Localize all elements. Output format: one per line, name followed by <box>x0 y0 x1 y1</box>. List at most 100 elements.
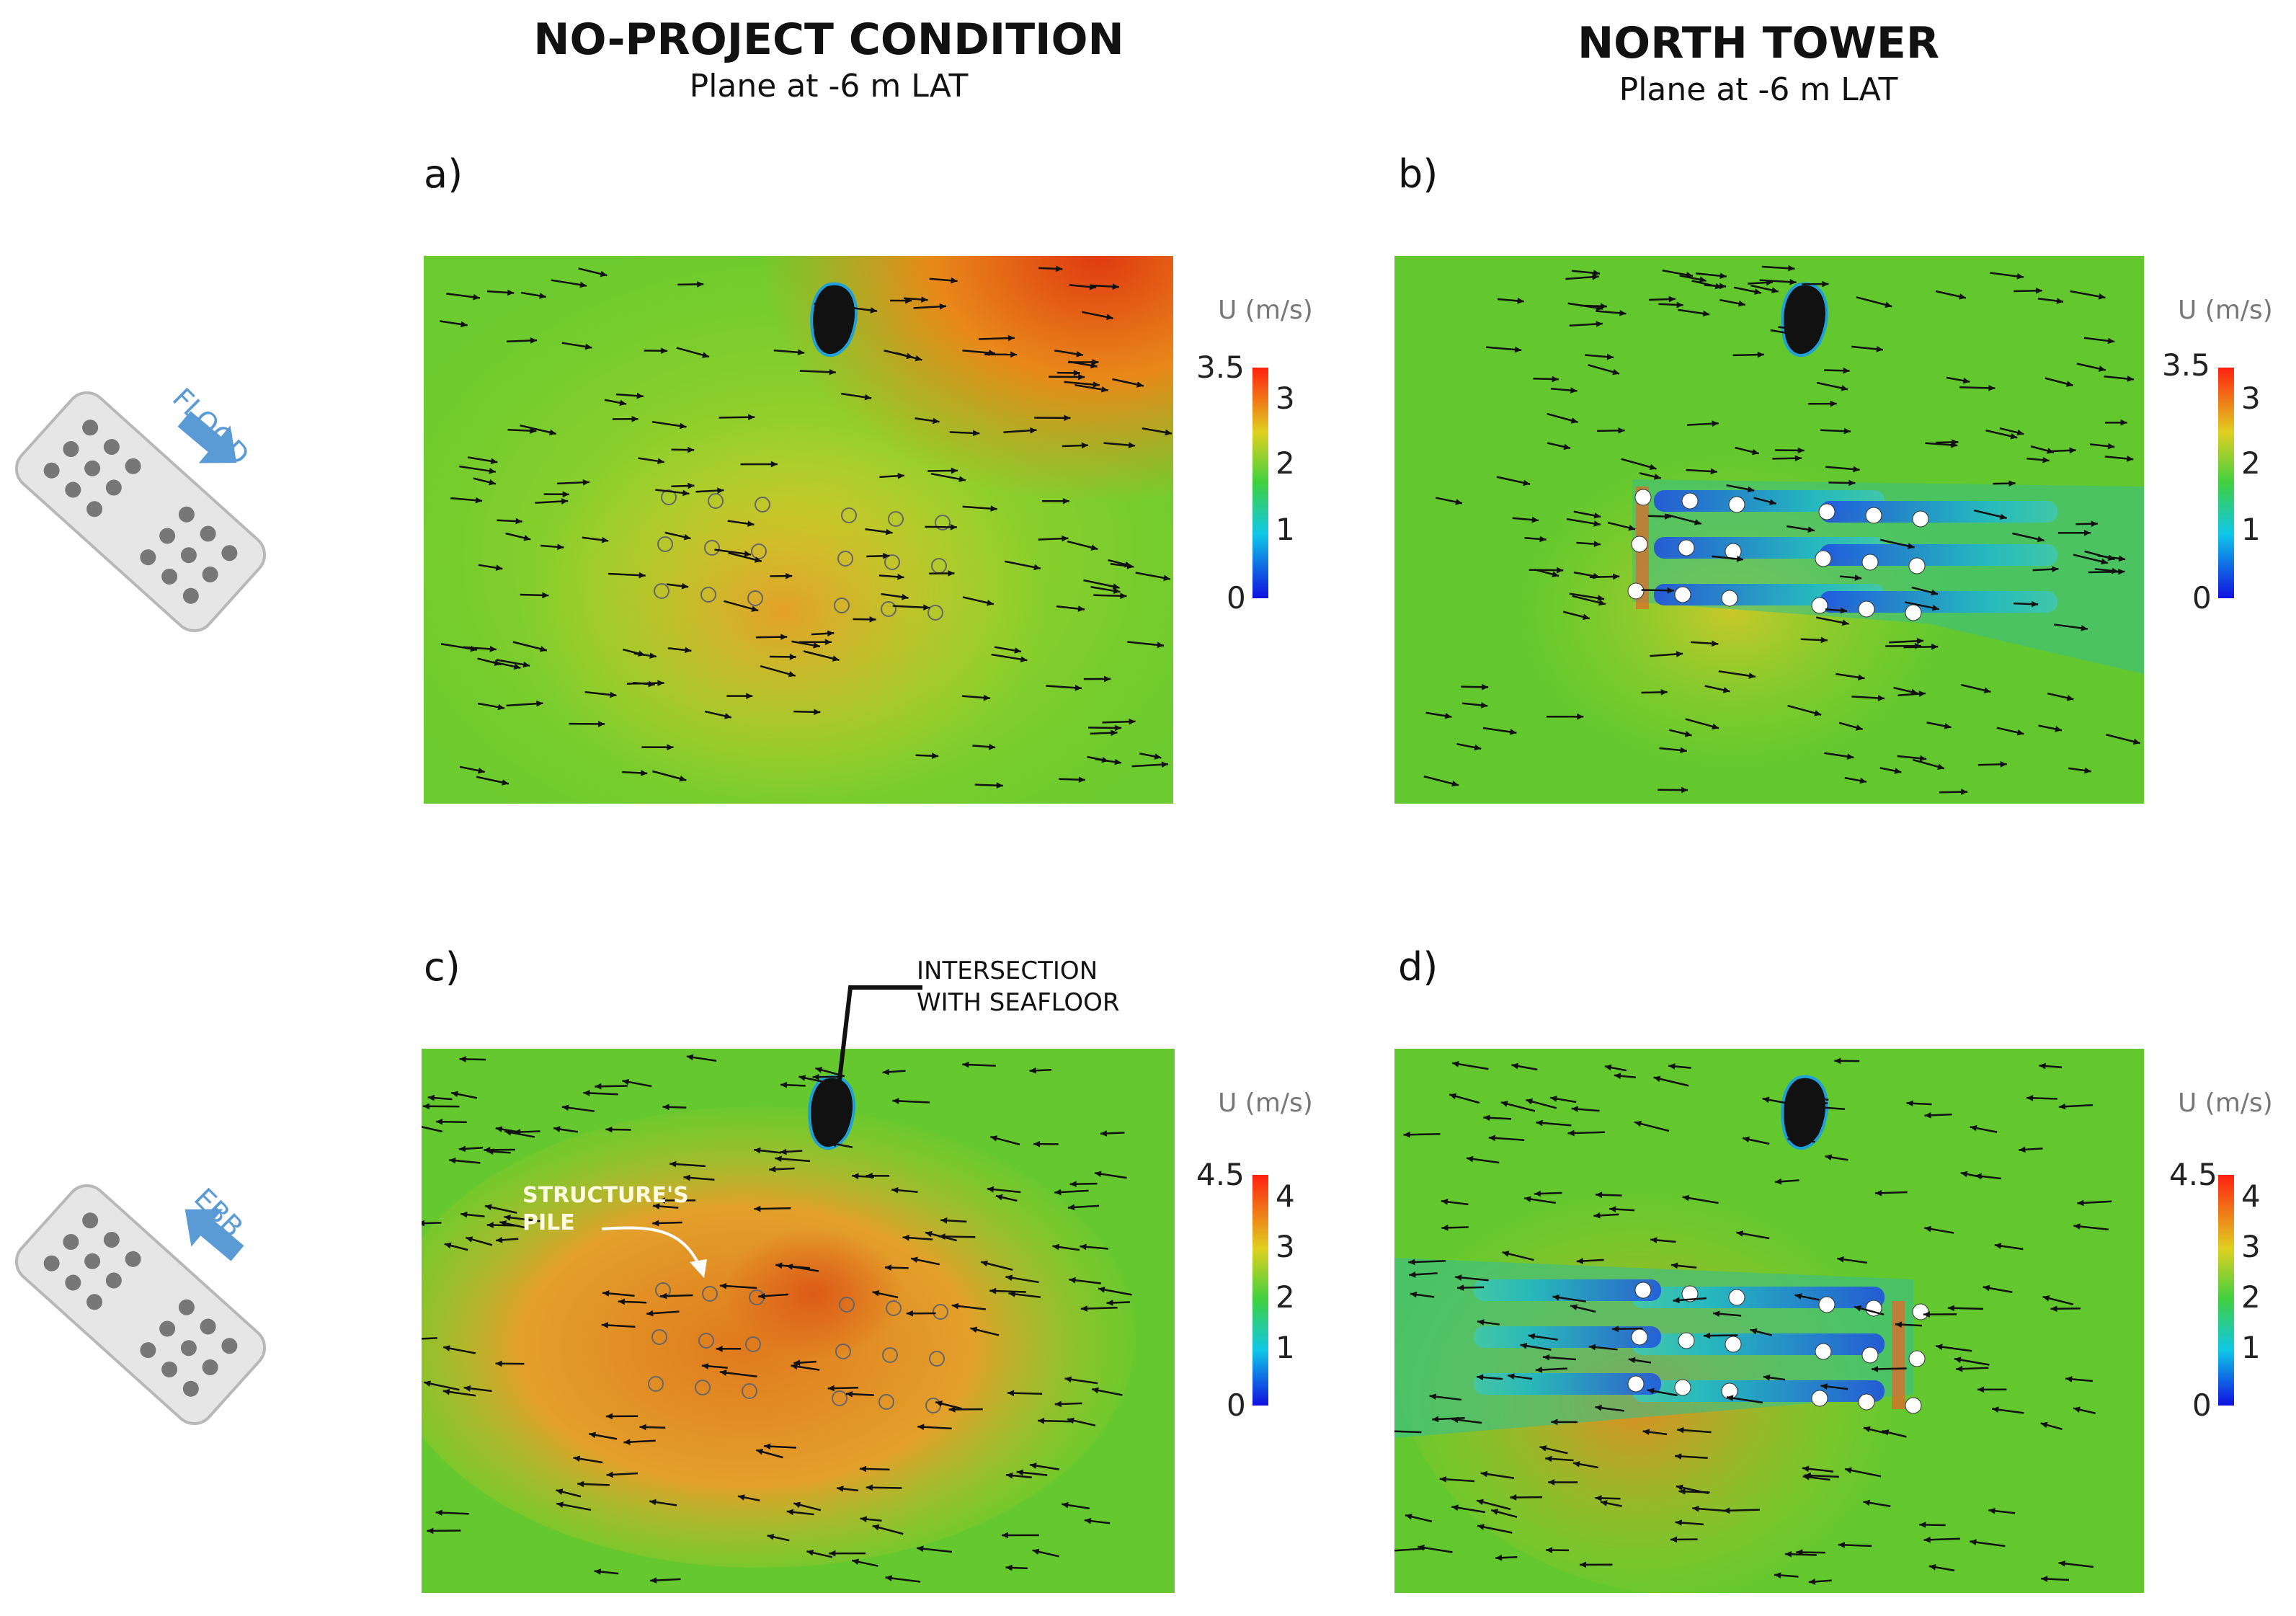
column-title: NO-PROJECT CONDITION <box>533 14 1124 65</box>
velocity-vector-head <box>606 1471 613 1478</box>
velocity-vector-head <box>1094 1171 1102 1178</box>
velocity-vector-head <box>1014 647 1022 654</box>
velocity-vector-head <box>2069 447 2076 454</box>
velocity-vector-head <box>502 779 509 786</box>
velocity-vector-head <box>553 1126 561 1132</box>
velocity-vector-head <box>1841 385 1848 391</box>
velocity-vector-head <box>1005 1564 1013 1571</box>
velocity-field <box>1394 256 2144 804</box>
velocity-vector-head <box>1054 1189 1062 1196</box>
velocity-vector-head <box>1514 346 1522 353</box>
velocity-vector-head <box>1451 1416 1459 1424</box>
velocity-vector-head <box>1923 1311 1930 1318</box>
velocity-vector-head <box>1676 1484 1683 1491</box>
velocity-vector-head <box>1016 1469 1024 1476</box>
colorbar-tick: 4 <box>1276 1178 1295 1214</box>
velocity-vector-head <box>1535 1367 1543 1373</box>
velocity-vector-head <box>2101 558 2108 565</box>
velocity-vector-head <box>764 1443 771 1450</box>
pile-outlines <box>648 1282 948 1413</box>
velocity-vector-head <box>1931 604 1939 611</box>
velocity-vector-head <box>902 1234 909 1241</box>
velocity-vector-head <box>1007 334 1015 342</box>
velocity-vector-head <box>1802 1465 1810 1473</box>
velocity-vector-head <box>522 661 530 668</box>
velocity-vector-head <box>1548 1479 1555 1486</box>
velocity-vector-head <box>1606 353 1614 360</box>
velocity-vector-head <box>1931 643 1939 650</box>
velocity-vector-head <box>2127 376 2134 382</box>
velocity-vector-head <box>917 1545 924 1553</box>
velocity-vector-head <box>478 767 485 774</box>
velocity-vector-head <box>1120 592 1127 600</box>
velocity-vector-head <box>1712 640 1719 647</box>
velocity-vector-head <box>515 518 522 525</box>
velocity-vector-head <box>1736 556 1744 562</box>
velocity-vector-head <box>1719 272 1727 280</box>
velocity-vector-head <box>1960 1171 1968 1178</box>
velocity-vector-head <box>951 1302 959 1310</box>
velocity-vector-head <box>1405 1513 1412 1520</box>
velocity-vector-head <box>1092 359 1099 365</box>
velocity-vector-head <box>1488 1135 1496 1142</box>
velocity-vector-head <box>1105 314 1113 321</box>
velocity-vector-head <box>1567 1129 1575 1137</box>
colorbar-tick: 2 <box>1276 1279 1295 1315</box>
velocity-vector-head <box>1596 1191 1603 1199</box>
velocity-vector-head <box>686 1054 694 1061</box>
velocity-vector-head <box>1914 642 1922 649</box>
velocity-vector-head <box>983 694 991 701</box>
velocity-vector-head <box>442 1388 450 1395</box>
velocity-vector-head <box>1163 574 1170 582</box>
velocity-vector-head <box>605 1413 613 1420</box>
velocity-vector-head <box>885 1575 893 1581</box>
velocity-vector-head <box>747 520 755 527</box>
velocity-vector-head <box>460 321 468 328</box>
velocity-vector-head <box>443 1345 450 1351</box>
pile-annotation-line: PILE <box>522 1210 575 1235</box>
velocity-vector-head <box>1684 731 1692 737</box>
ebb-structure-legend <box>14 1184 267 1426</box>
velocity-vector-head <box>2066 695 2074 701</box>
velocity-vector-head <box>577 1480 584 1488</box>
velocity-vector-head <box>1999 513 2007 520</box>
velocity-vector-head <box>1970 1124 1977 1132</box>
velocity-vector-head <box>1007 1390 1015 1397</box>
velocity-vector-head <box>1604 1064 1612 1071</box>
velocity-vector-head <box>775 1262 783 1269</box>
velocity-vector-head <box>746 693 753 699</box>
velocity-vector-head <box>885 528 893 536</box>
velocity-vector-head <box>1702 310 1710 317</box>
panel-b-field <box>1394 256 2144 804</box>
velocity-vector-head <box>484 1204 492 1211</box>
velocity-vector-head <box>1001 1532 1008 1539</box>
velocity-vector-head <box>754 556 762 563</box>
velocity-vector-head <box>1895 1321 1902 1328</box>
colorbar-title: U (m/s) <box>1218 296 1313 325</box>
velocity-vector-head <box>657 680 664 687</box>
velocity-vector-head <box>1713 1310 1720 1318</box>
velocity-vector-head <box>1988 1507 1995 1514</box>
velocity-vector-head <box>573 1455 581 1462</box>
velocity-vector-head <box>1726 1395 1734 1402</box>
velocity-vector-head <box>1100 1130 1108 1137</box>
velocity-vector-head <box>660 1292 667 1300</box>
velocity-vector-head <box>1517 298 1524 304</box>
velocity-vector-head <box>1757 351 1764 358</box>
velocity-vector-head <box>1511 1062 1519 1070</box>
velocity-vector-head <box>1937 763 1945 770</box>
velocity-vector-head <box>744 550 752 557</box>
velocity-vector-head <box>789 654 796 660</box>
colorbar-tick: 0 <box>1227 580 1246 616</box>
velocity-vector-head <box>1885 301 1892 308</box>
velocity-vector-head <box>1699 276 1707 283</box>
velocity-vector-head <box>495 564 503 572</box>
velocity-vector-head <box>737 1494 745 1501</box>
velocity-vector-head <box>701 1363 709 1369</box>
velocity-vector-head <box>987 1186 995 1193</box>
velocity-vector-head <box>852 1558 859 1566</box>
velocity-vector-head <box>872 1524 880 1531</box>
velocity-vector-head <box>669 1160 677 1168</box>
panel-d-field <box>1394 1049 2144 1593</box>
velocity-vector-head <box>1628 524 1636 531</box>
